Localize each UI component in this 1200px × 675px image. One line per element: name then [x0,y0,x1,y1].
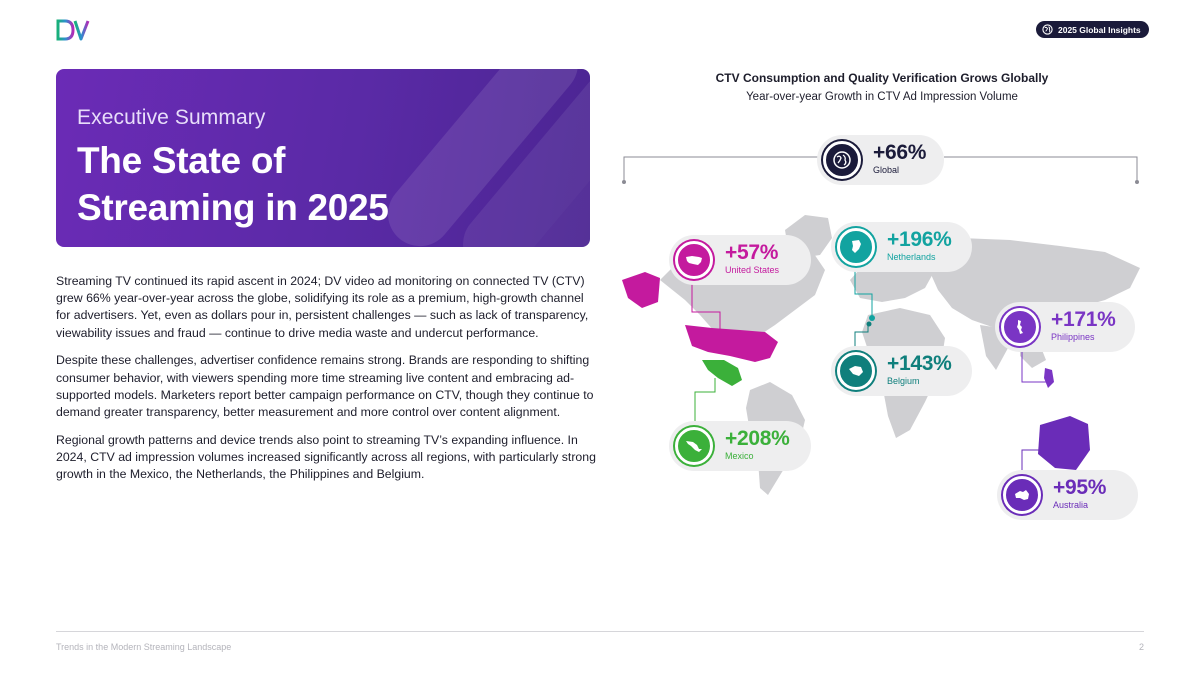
country-netherlands [869,315,875,321]
stat-icon-circle [823,141,861,179]
body-copy: Streaming TV continued its rapid ascent … [56,273,596,494]
stat-value: +66% [873,141,927,164]
belgium-map-icon [849,366,863,376]
connector-philippines [1021,347,1046,383]
stat-label: Global [873,165,900,175]
stat-philippines: +171% Philippines [995,302,1135,352]
figure-subtitle: Year-over-year Growth in CTV Ad Impressi… [746,91,1018,103]
stat-label: Australia [1053,500,1089,510]
stat-icon-circle [837,228,875,266]
stat-global: +66% Global [817,135,944,185]
stat-label: Netherlands [887,252,936,262]
paragraph: Despite these challenges, advertiser con… [56,353,594,419]
country-alaska [622,272,660,308]
connector-united-states [691,265,721,332]
united-states-map-icon [686,256,702,265]
stat-label: Belgium [887,376,920,386]
footer-divider [56,631,1144,632]
connector-australia [1021,449,1045,470]
page-title: The State of Streaming in 2025 [77,140,389,228]
country-mexico [702,360,742,386]
figure-title: CTV Consumption and Quality Verification… [715,71,1049,85]
footer-title: Trends in the Modern Streaming Landscape [56,642,232,652]
country-australia [1038,416,1090,470]
global-bracket [623,156,1138,180]
stat-label: Philippines [1051,332,1095,342]
stat-mexico: +208% Mexico [669,421,811,471]
stat-united-states: +57% United States [669,235,811,285]
australia-map-icon [1015,490,1029,500]
stat-icon-circle [675,427,713,465]
country-united-states [685,325,778,362]
page-number: 2 [1138,642,1144,652]
stat-icon-circle [837,352,875,390]
stat-value: +95% [1053,476,1107,499]
section-eyebrow: Executive Summary [77,106,266,129]
stat-icon-circle [1003,476,1041,514]
bracket-dot [1135,180,1139,184]
stat-label: Mexico [725,451,754,461]
dv-logo [56,19,90,41]
mexico-map-icon [686,441,702,452]
connector-mexico [694,378,716,442]
connector-netherlands [854,262,873,316]
stat-icon-circle [675,241,713,279]
stat-value: +143% [887,352,952,375]
stat-australia: +95% Australia [997,470,1138,520]
paragraph: Regional growth patterns and device tren… [56,432,596,482]
globe-icon [833,151,851,169]
philippines-map-icon [1017,320,1023,334]
stat-icon-circle [1001,308,1039,346]
stat-label: United States [725,265,780,275]
stat-value: +57% [725,241,779,264]
global-insights-badge: 2025 Global Insights [1036,21,1149,38]
stat-value: +171% [1051,308,1116,331]
stat-value: +196% [887,228,952,251]
stat-belgium: +143% Belgium [831,346,972,396]
paragraph: Streaming TV continued its rapid ascent … [56,274,589,340]
netherlands-map-icon [852,240,861,253]
globe-icon [1042,24,1053,35]
bracket-dot [622,180,626,184]
continent-asia [920,238,1140,332]
country-belgium [866,321,872,327]
hero-banner: Executive Summary The State of Streaming… [56,69,590,247]
stat-value: +208% [725,427,790,450]
country-philippines [1044,368,1054,388]
connector-belgium [854,326,869,356]
badge-label: 2025 Global Insights [1058,24,1141,35]
stat-netherlands: +196% Netherlands [831,222,972,272]
